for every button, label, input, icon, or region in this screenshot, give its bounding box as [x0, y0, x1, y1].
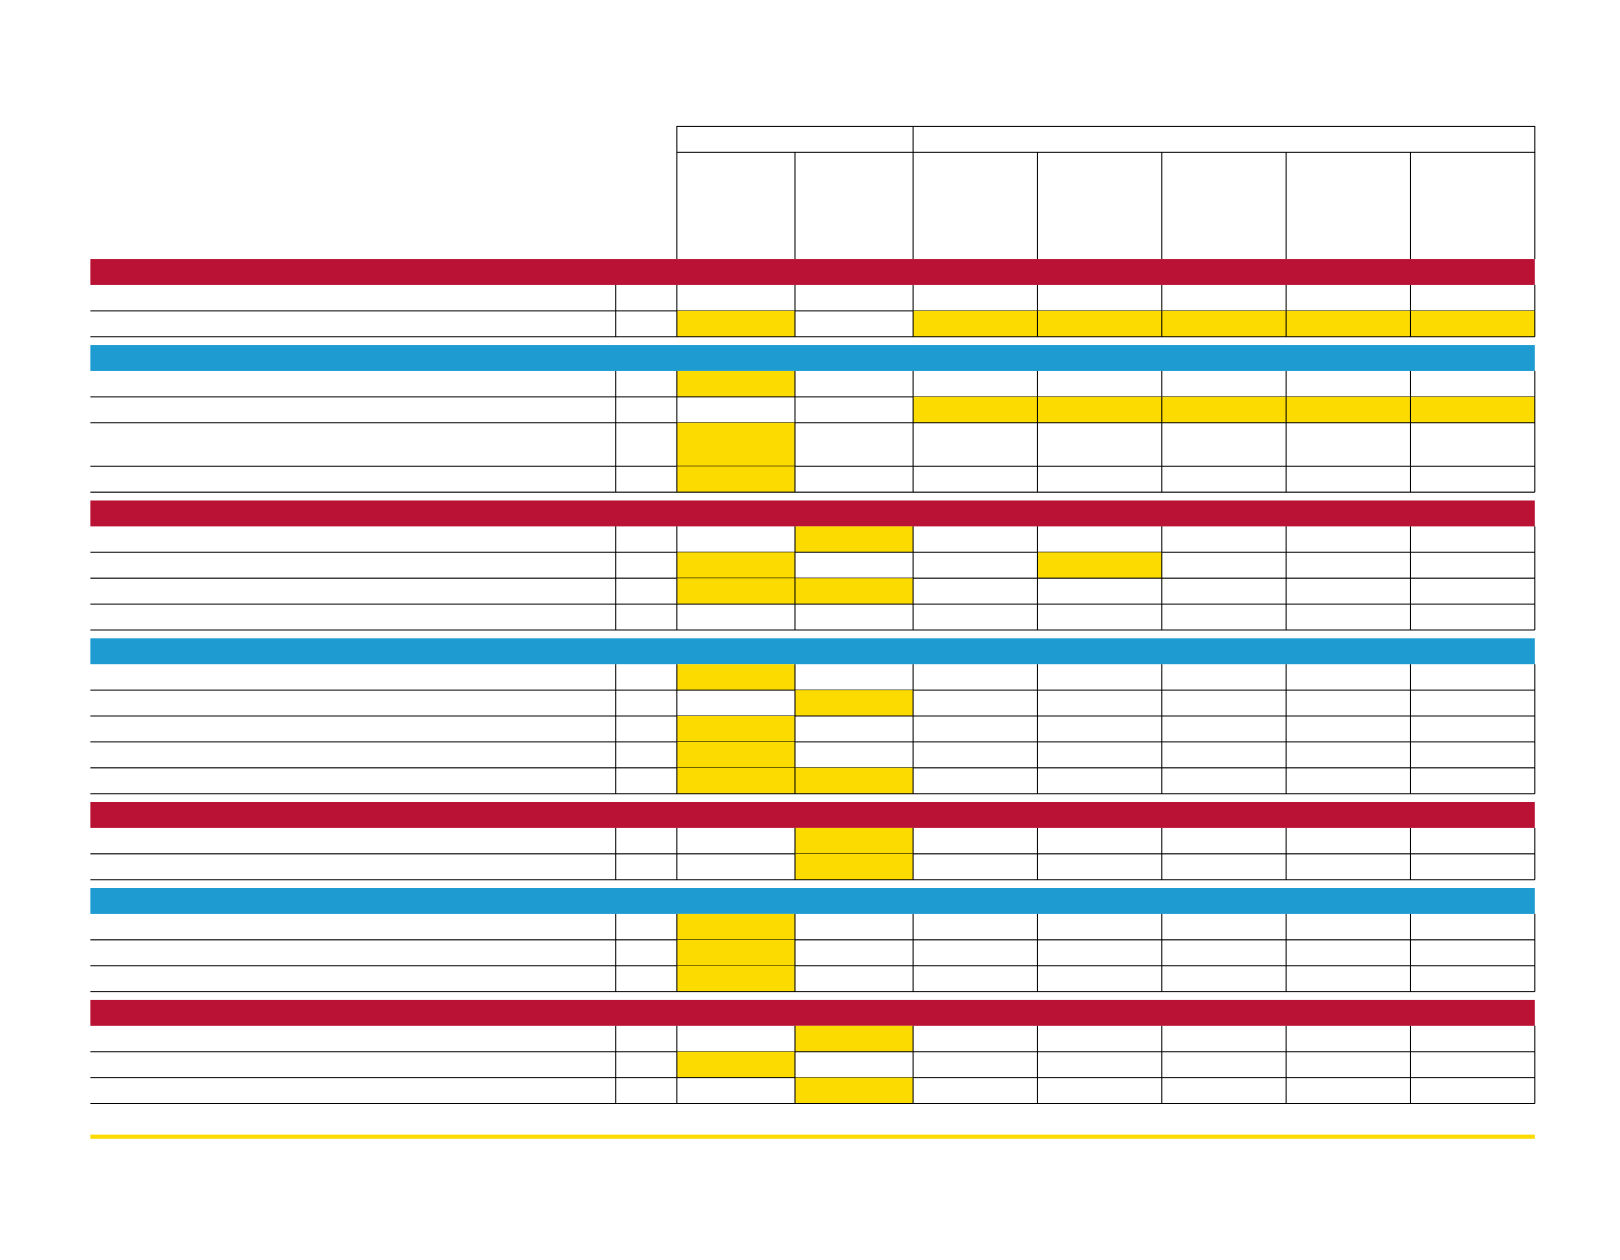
highlight-cell — [676, 741, 795, 768]
section-band — [90, 802, 1535, 828]
highlight-cell — [676, 466, 795, 493]
highlight-cell — [794, 853, 914, 880]
highlight-cell — [794, 1077, 914, 1104]
highlight-cell — [1037, 552, 1162, 579]
highlight-cell — [676, 767, 795, 794]
highlight-cell — [1037, 310, 1162, 337]
highlight-cell — [1161, 396, 1287, 423]
header — [676, 125, 1536, 260]
highlight-cell — [676, 965, 795, 992]
highlight-cell — [794, 690, 914, 717]
highlight-cell — [1410, 396, 1535, 423]
section-band — [90, 500, 1535, 527]
highlight-cell — [794, 827, 914, 854]
highlight-cell — [1037, 396, 1162, 423]
highlight-cell — [676, 664, 795, 691]
highlight-cell — [676, 370, 795, 397]
section-band — [90, 888, 1535, 914]
highlight-cell — [676, 939, 795, 966]
highlight-cell — [676, 1051, 795, 1078]
highlight-cell — [1286, 310, 1411, 337]
highlight-cell — [676, 552, 795, 579]
highlight-cell — [794, 1025, 914, 1052]
highlight-cell — [913, 396, 1038, 423]
section-band — [90, 638, 1535, 665]
highlight-cell — [676, 310, 795, 337]
highlight-cell — [1410, 310, 1535, 337]
highlight-cell — [794, 578, 914, 605]
section-band — [90, 345, 1535, 371]
section-band — [90, 259, 1535, 285]
highlight-cell — [794, 526, 914, 553]
highlight-cell — [794, 767, 914, 794]
highlight-cell — [676, 422, 795, 467]
highlight-cell — [913, 310, 1038, 337]
highlight-cell — [676, 913, 795, 940]
highlight-cell — [1286, 396, 1411, 423]
highlight-cell — [676, 716, 795, 742]
header-group-box — [676, 125, 1536, 153]
highlight-cell — [676, 578, 795, 605]
section-band — [90, 999, 1535, 1026]
highlight-cell — [1161, 310, 1287, 337]
